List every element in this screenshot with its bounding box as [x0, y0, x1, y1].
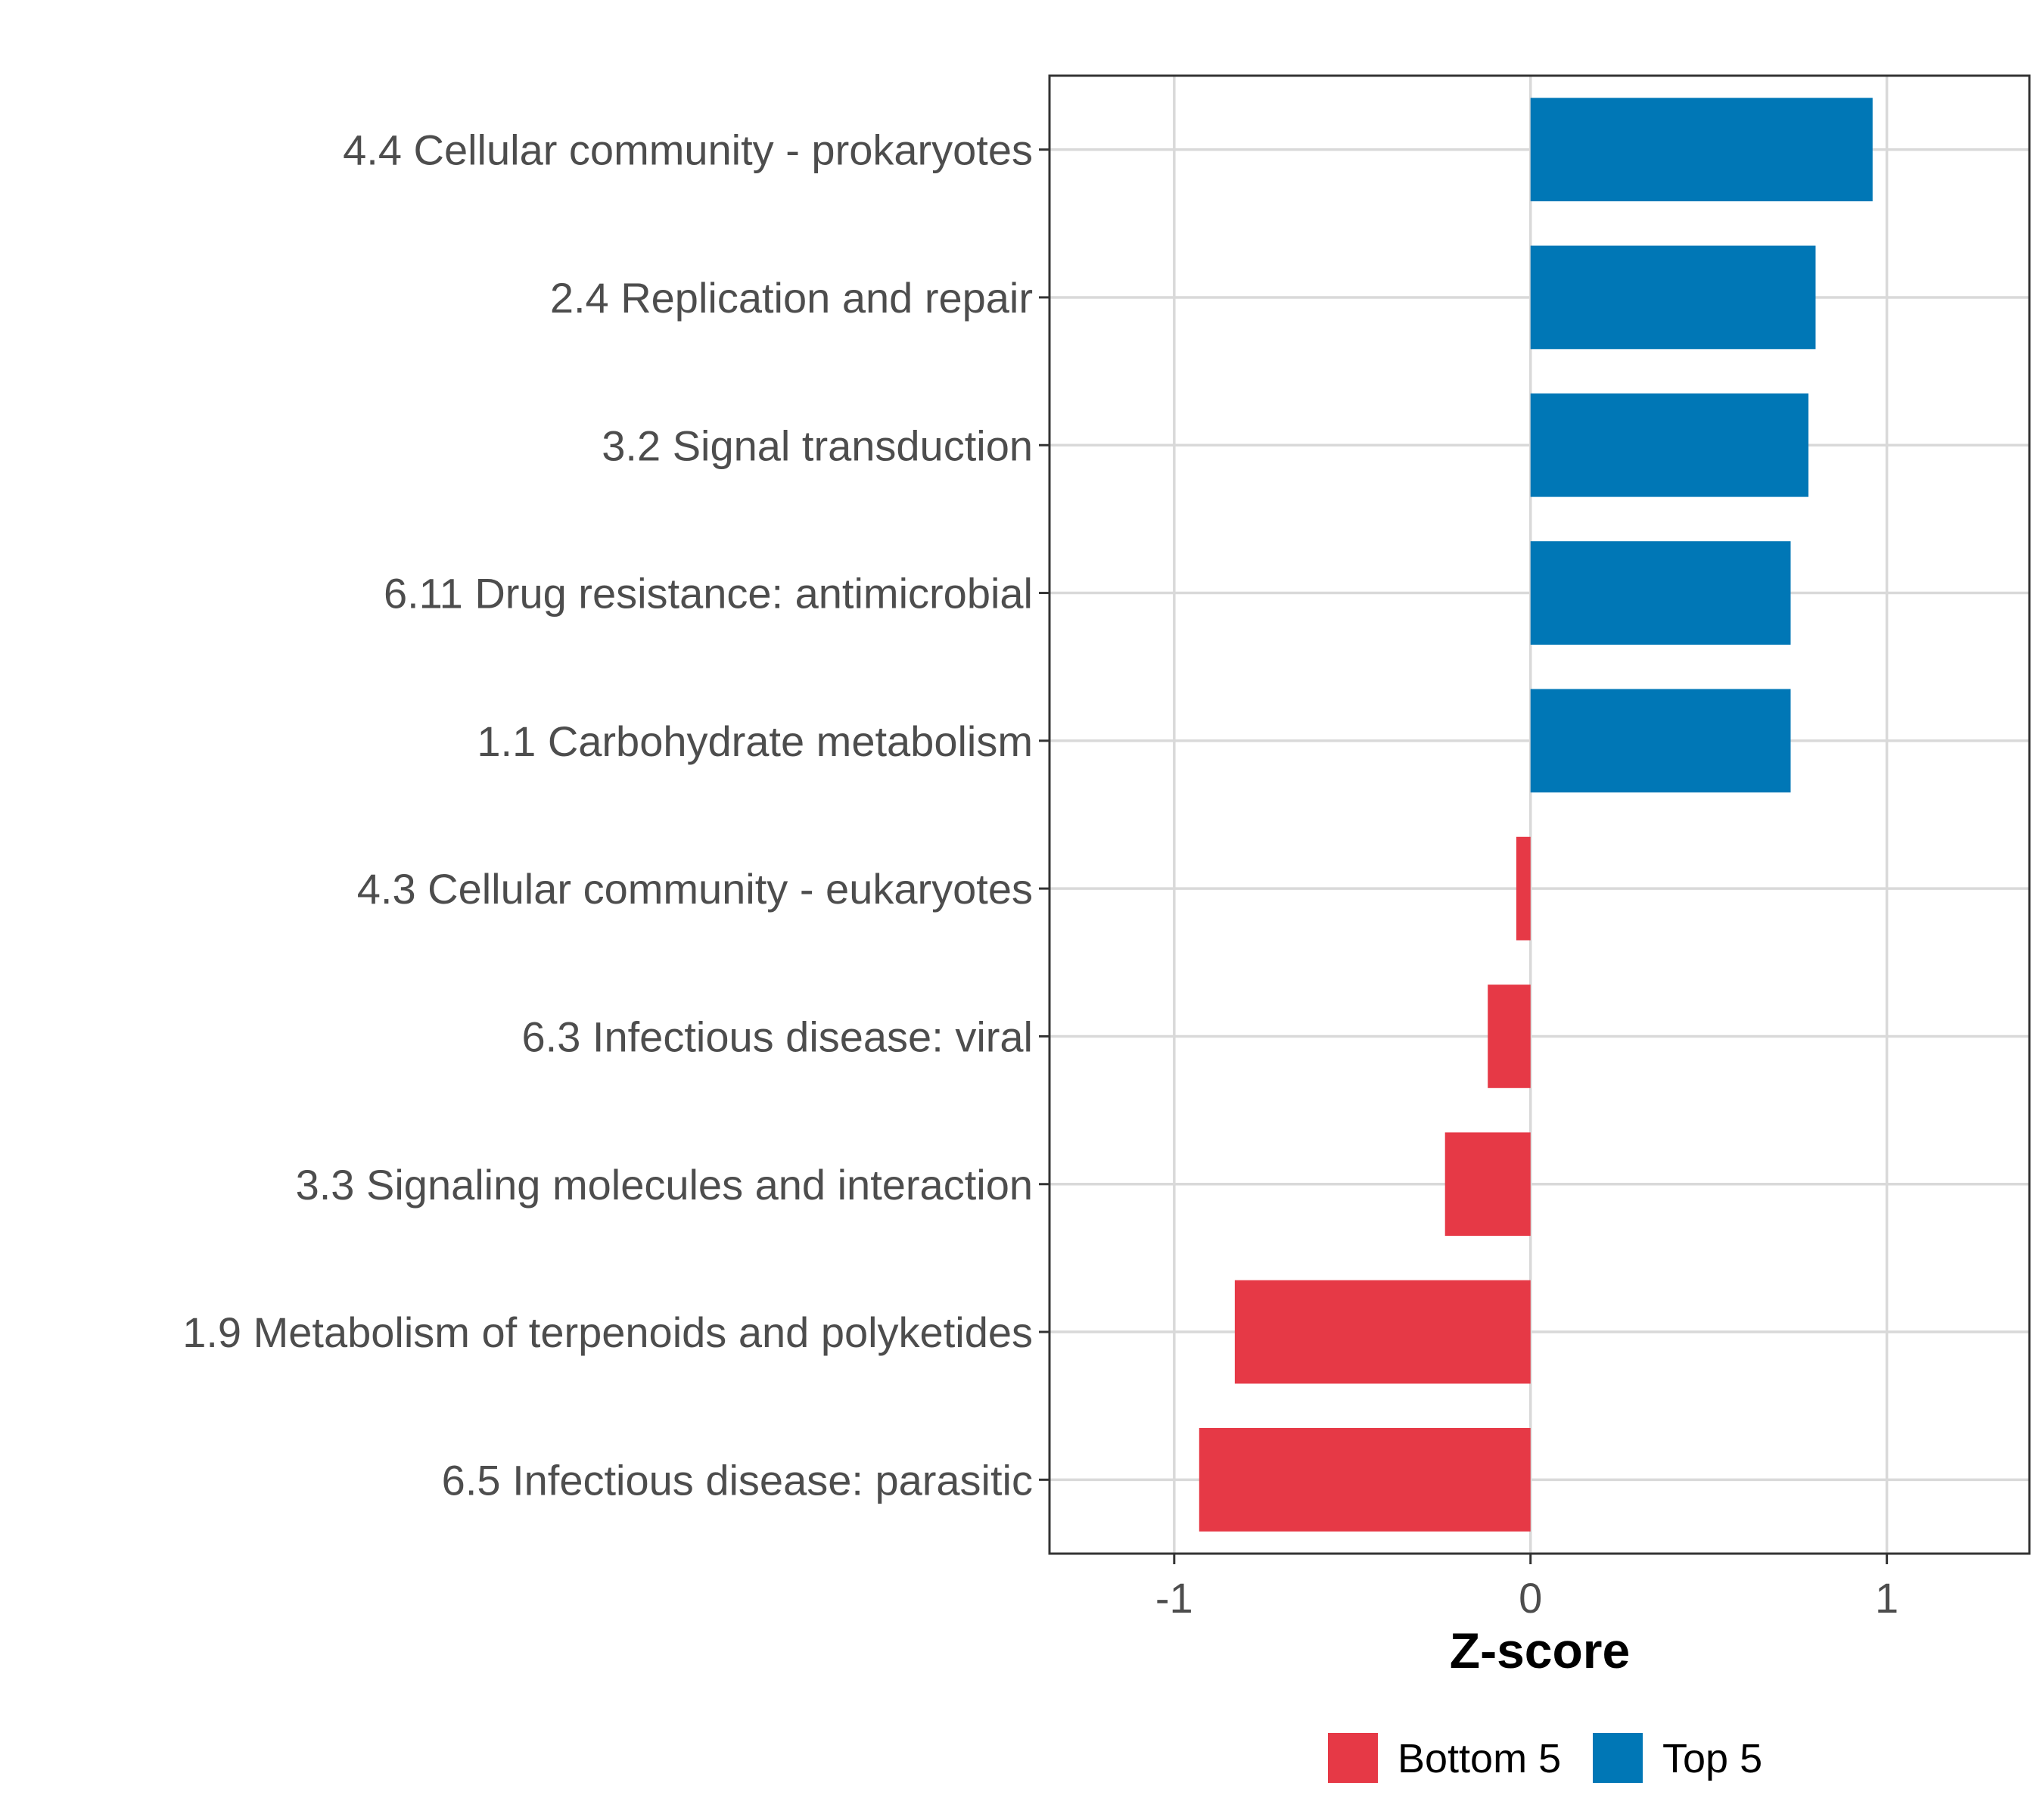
panel-border: [1048, 74, 2031, 1555]
x-tick-label: 1: [1875, 1574, 1898, 1622]
bar: [1530, 689, 1791, 793]
y-axis: 4.4 Cellular community - prokaryotes 2.4 …: [182, 126, 1049, 1504]
y-tick-label: 6.5 Infectious disease: parasitic: [442, 1456, 1033, 1504]
legend-label: Bottom 5: [1398, 1736, 1561, 1781]
y-tick-label: 6.11 Drug resistance: antimicrobial: [384, 570, 1033, 618]
bar: [1516, 836, 1531, 941]
bar: [1530, 245, 1816, 350]
legend-swatch: [1328, 1733, 1378, 1783]
bar: [1199, 1427, 1531, 1532]
legend: Bottom 5 Top 5: [1328, 1733, 1762, 1783]
bar: [1530, 98, 1873, 202]
legend-label: Top 5: [1662, 1736, 1762, 1781]
y-tick-label: 6.3 Infectious disease: viral: [522, 1013, 1033, 1060]
y-tick-label: 3.2 Signal transduction: [602, 422, 1033, 469]
y-tick-label: 4.3 Cellular community - eukaryotes: [357, 865, 1033, 913]
bar: [1530, 393, 1809, 497]
y-tick-label: 1.9 Metabolism of terpenoids and polyket…: [182, 1308, 1033, 1356]
y-tick-label: 3.3 Signaling molecules and interaction: [296, 1161, 1033, 1209]
x-axis-title: Z-score: [1450, 1622, 1630, 1678]
bar: [1530, 541, 1791, 645]
y-tick-label: 4.4 Cellular community - prokaryotes: [343, 126, 1033, 174]
x-tick-label: 0: [1519, 1574, 1542, 1622]
bar: [1488, 985, 1531, 1088]
x-axis: -1 0 1: [1155, 1554, 1898, 1622]
y-tick-label: 2.4 Replication and repair: [550, 274, 1033, 322]
legend-swatch: [1593, 1733, 1643, 1783]
bar: [1444, 1132, 1531, 1237]
x-tick-label: -1: [1155, 1574, 1193, 1622]
bar: [1234, 1280, 1531, 1384]
bar-layer: [1199, 98, 1873, 1532]
y-tick-label: 1.1 Carbohydrate metabolism: [477, 717, 1033, 765]
